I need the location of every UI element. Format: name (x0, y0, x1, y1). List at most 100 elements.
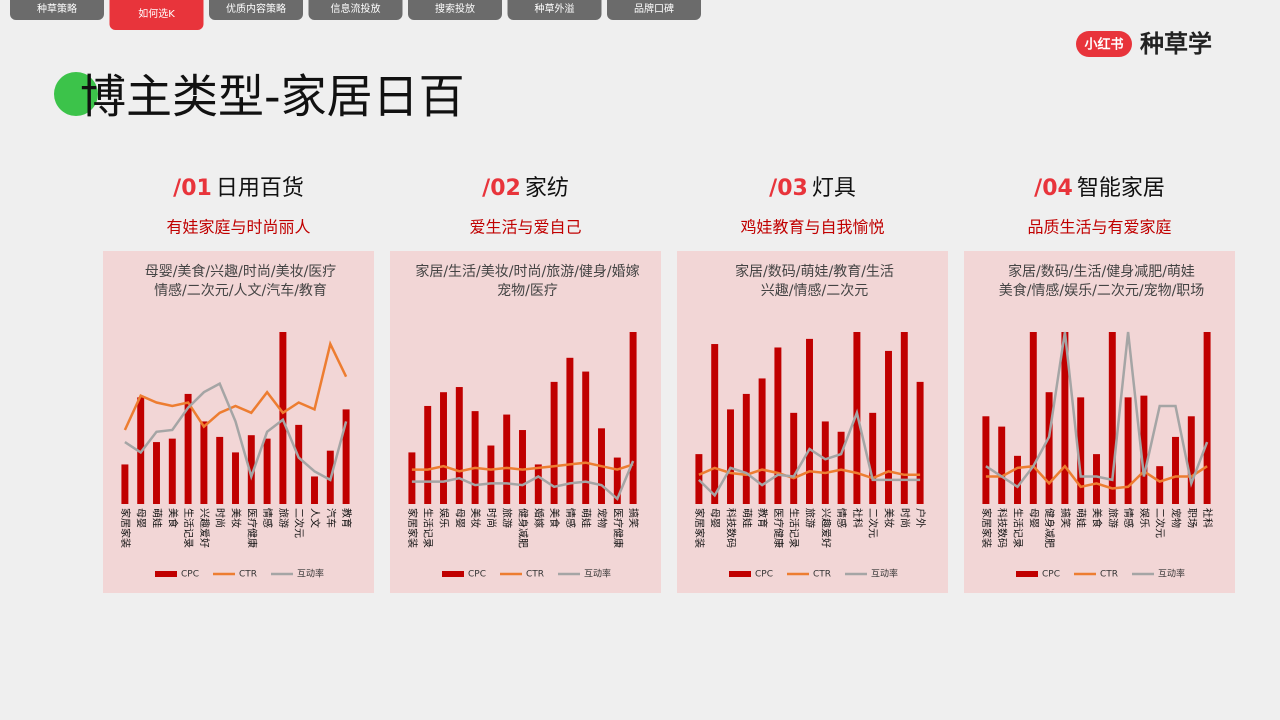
bar (1172, 436, 1179, 504)
x-tick-label: 母婴 (1027, 508, 1039, 528)
x-tick-label: 二次元 (867, 508, 880, 538)
x-tick-label: 教育 (340, 508, 353, 528)
bar (487, 445, 495, 504)
x-tick-label: 健身减肥 (1043, 508, 1056, 548)
line-series (124, 381, 348, 482)
x-tick-label: 时尚 (898, 508, 911, 528)
bar (1014, 455, 1021, 504)
panel-keywords: 家居/数码/萌娃/教育/生活 (735, 263, 894, 280)
x-tick-label: 家居家装 (119, 508, 132, 548)
panel-keywords: 兴趣/情感/二次元 (761, 282, 868, 299)
bar (1124, 397, 1132, 504)
x-tick-label: 美妆 (883, 508, 896, 528)
bar (311, 476, 318, 504)
tab[interactable] (308, 0, 403, 20)
panel-name: 家纺 (525, 176, 569, 201)
bar (1203, 332, 1211, 504)
bar (1156, 466, 1164, 504)
line-series (985, 331, 1209, 489)
tab[interactable] (607, 0, 701, 20)
tab-label[interactable]: 搜索投放 (435, 2, 475, 15)
panel-subtitle: 鸡娃教育与自我愉悦 (740, 218, 884, 237)
bar (1093, 454, 1100, 504)
legend-label: CTR (526, 570, 544, 580)
bar (695, 454, 703, 504)
panel-keywords: 母婴/美食/兴趣/时尚/美妆/医疗 (145, 263, 337, 280)
bar (613, 457, 621, 504)
tab[interactable] (209, 0, 303, 20)
panel-name: 日用百货 (216, 176, 304, 201)
x-tick-label: 宠物 (1170, 508, 1183, 528)
legend-swatch (729, 571, 751, 577)
bar (1187, 416, 1195, 504)
x-tick-label: 生活记录 (182, 508, 195, 548)
logo-badge-text: 小红书 (1084, 37, 1123, 53)
x-tick-label: 生活记录 (788, 508, 801, 548)
bar (232, 452, 239, 504)
tab-label[interactable]: 如何选K (138, 7, 175, 20)
bar (342, 409, 350, 504)
x-tick-label: 搞笑 (1059, 508, 1072, 528)
line-series (698, 466, 921, 480)
x-tick-label: 社科 (1201, 508, 1214, 528)
x-tick-label: 美食 (166, 508, 179, 528)
x-tick-label: 时尚 (485, 508, 498, 528)
legend-label: CTR (1100, 570, 1118, 580)
x-tick-label: 生活记录 (1012, 508, 1025, 548)
x-tick-label: 美食 (548, 508, 561, 528)
tab-label[interactable]: 信息流投放 (331, 2, 381, 15)
tab[interactable] (507, 0, 602, 20)
tab-label[interactable]: 种草外溢 (535, 2, 575, 15)
bar (263, 438, 271, 504)
line-series (123, 340, 348, 431)
tab[interactable] (109, 0, 204, 30)
panel-name: 智能家居 (1077, 176, 1165, 201)
legend-label: CPC (755, 570, 773, 580)
legend-label: CPC (181, 570, 199, 580)
panel-subtitle: 品质生活与有爱家庭 (1027, 218, 1171, 237)
x-tick-label: 母婴 (709, 508, 721, 528)
panel-box (390, 251, 661, 593)
bar (900, 332, 908, 504)
x-tick-label: 人文 (309, 508, 322, 528)
x-tick-label: 美妆 (230, 508, 243, 528)
bar (821, 421, 829, 504)
bar (168, 438, 176, 504)
bar (455, 387, 463, 504)
x-tick-label: 科技数码 (725, 508, 738, 548)
x-tick-label: 母婴 (135, 508, 147, 528)
panel-keywords: 宠物/医疗 (497, 283, 558, 299)
legend-label: CPC (1042, 570, 1060, 580)
tab-label[interactable]: 种草策略 (37, 2, 77, 15)
legend-label: 互动率 (871, 568, 898, 580)
bar (711, 344, 719, 504)
x-tick-label: 社科 (851, 508, 864, 528)
x-tick-label: 二次元 (1154, 508, 1167, 538)
tab[interactable] (10, 0, 104, 20)
bar (982, 416, 990, 504)
bar (774, 347, 782, 504)
tab-label[interactable]: 品牌口碑 (634, 2, 674, 15)
x-tick-label: 情感 (261, 508, 274, 528)
x-tick-label: 情感 (835, 508, 848, 528)
panel-number: /02 (482, 176, 521, 201)
x-tick-label: 时尚 (214, 508, 227, 528)
bar (200, 421, 208, 504)
bar (424, 405, 432, 504)
bar (1140, 395, 1148, 504)
panel-number: /01 (173, 176, 212, 201)
bar (503, 414, 511, 504)
tab[interactable] (408, 0, 502, 20)
x-tick-label: 医疗健康 (611, 508, 624, 548)
x-tick-label: 情感 (1122, 508, 1135, 528)
bar (121, 464, 129, 504)
x-tick-label: 户外 (914, 508, 927, 528)
bar (1108, 332, 1116, 504)
tab-label[interactable]: 优质内容策略 (226, 2, 286, 15)
bar (1077, 397, 1085, 504)
x-tick-label: 美妆 (469, 508, 482, 528)
legend-label: CTR (813, 570, 831, 580)
bar (534, 464, 542, 504)
x-tick-label: 婚嫁 (532, 508, 545, 528)
